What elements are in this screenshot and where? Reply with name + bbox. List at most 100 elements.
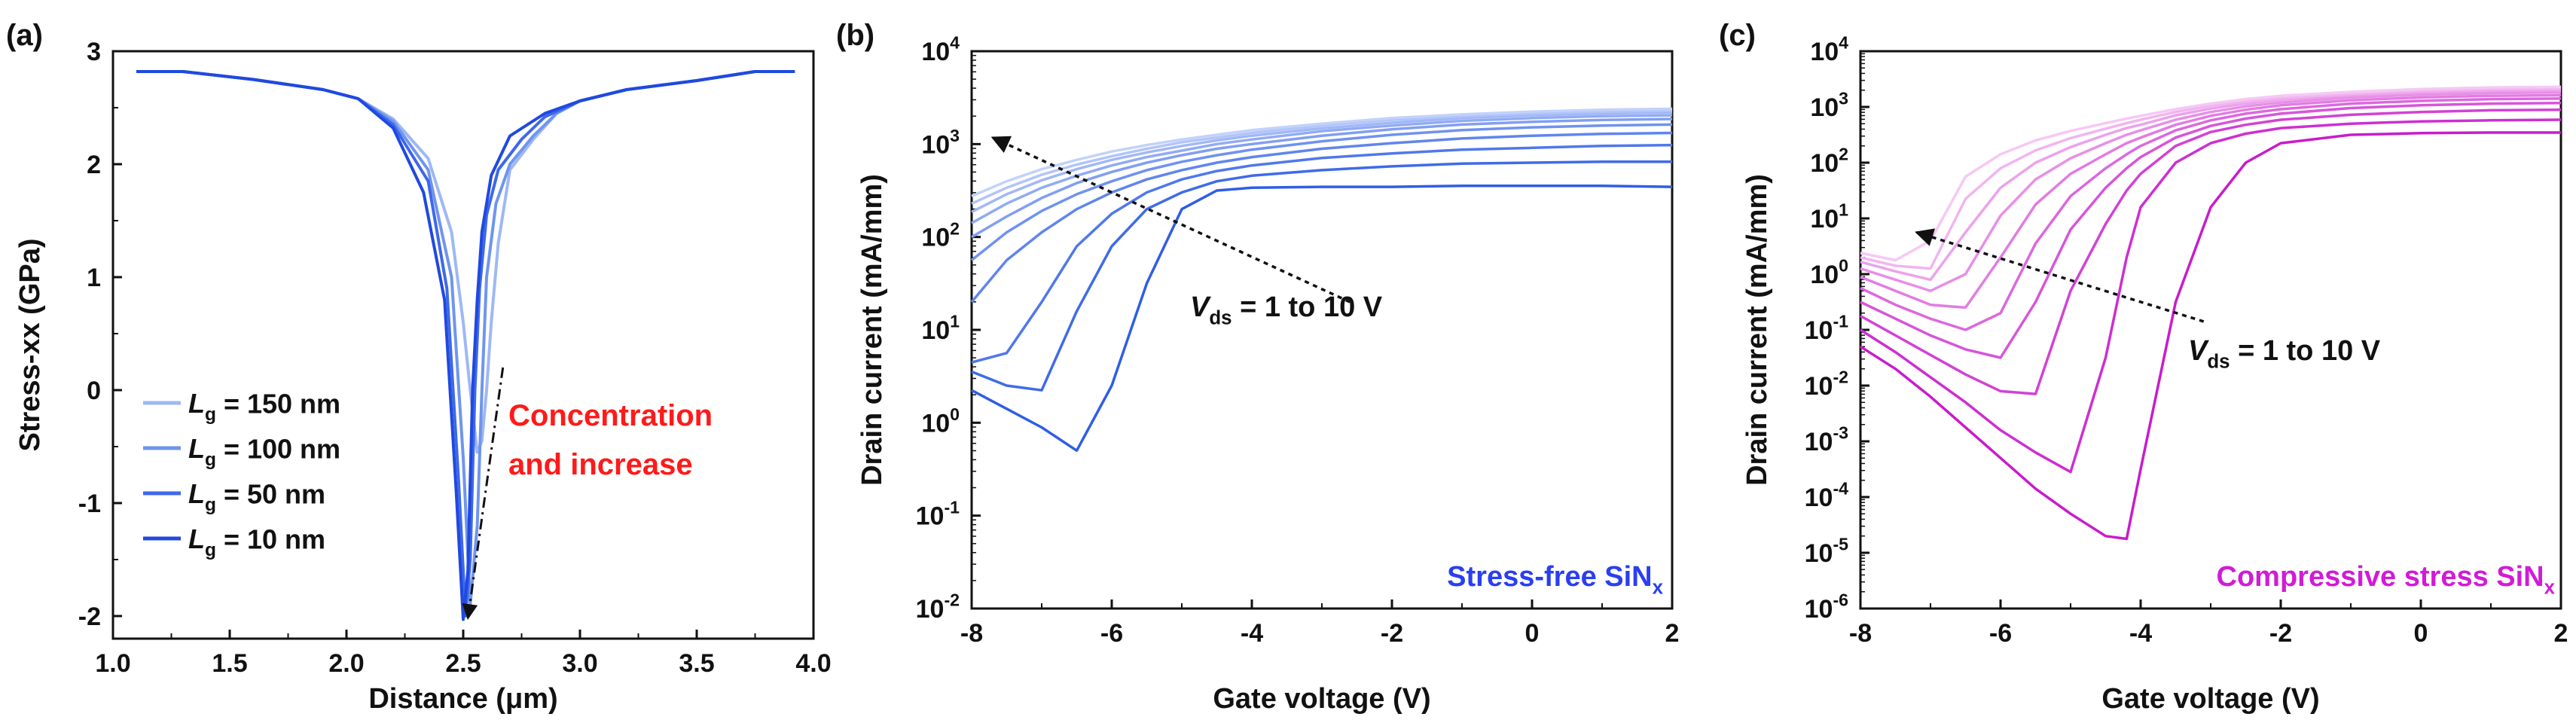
- y-tick-label: -2: [78, 602, 101, 631]
- y-tick-label: 10-2: [916, 590, 960, 624]
- y-tick-label: 103: [921, 126, 960, 159]
- label-segment: g: [205, 450, 216, 470]
- label-segment: 10: [1810, 38, 1839, 66]
- transfer-curve-2: [1860, 118, 2562, 474]
- stress-line-3: [136, 70, 795, 621]
- label-segment: 10: [1805, 372, 1833, 401]
- y-tick-label: 1: [87, 264, 101, 292]
- y-tick-label: 10-4: [1805, 479, 1849, 512]
- label-segment: 10: [921, 316, 950, 345]
- y-tick-label: 101: [921, 312, 960, 345]
- transfer-curve-3: [1860, 108, 2562, 395]
- label-segment: ds: [2207, 352, 2230, 373]
- x-tick-label: 2: [1665, 619, 1680, 648]
- y-tick-label: 10-6: [1805, 590, 1849, 624]
- y-tick-label: 10-1: [916, 497, 960, 530]
- label-segment: -1: [1833, 312, 1848, 331]
- transfer-curve-1: [971, 185, 1673, 453]
- label-segment: V: [2188, 335, 2209, 367]
- annotation-text: Concentration: [508, 399, 713, 432]
- panel-a: 1.0 1.5 2.0 2.5 3.0 3.5 4.0 -2 -1 0 1 2 3 Distance (μ…: [6, 19, 832, 715]
- x-tick-label: 0: [2414, 619, 2428, 648]
- panel-b-title: Stress-free SiNx: [1447, 561, 1663, 599]
- label-segment: L: [188, 388, 205, 419]
- panel-c-title: Compressive stress SiNx: [2217, 561, 2556, 599]
- label-segment: 10: [921, 409, 950, 438]
- x-tick-label: 3.5: [679, 649, 714, 678]
- label-segment: = 50 nm: [216, 479, 325, 510]
- label-segment: -3: [1833, 423, 1848, 443]
- label-segment: L: [188, 478, 205, 509]
- x-tick-label: -6: [1100, 619, 1123, 648]
- label-segment: 4: [1839, 33, 1848, 53]
- label-segment: 10: [921, 130, 950, 159]
- x-axis-label: Distance (μm): [368, 683, 557, 715]
- label-segment: 10: [921, 38, 950, 66]
- y-tick-label: 103: [1810, 89, 1848, 122]
- y-tick-label: -1: [78, 490, 101, 518]
- x-axis-label: Gate voltage (V): [1213, 683, 1430, 715]
- label-segment: = 1 to 10 V: [2230, 335, 2381, 367]
- transfer-curve-2: [971, 160, 1672, 392]
- x-tick-label: 3.0: [562, 649, 597, 678]
- transfer-curve-9: [971, 109, 1673, 205]
- transfer-curve-1: [1860, 131, 2561, 541]
- label-segment: g: [205, 495, 216, 515]
- y-tick-label: 0: [87, 377, 101, 405]
- x-tick-label: -6: [1989, 619, 2012, 648]
- vds-annotation: Vds = 1 to 10 V: [2188, 335, 2381, 373]
- label-segment: -6: [1833, 590, 1848, 610]
- x-tick-label: 0: [1525, 619, 1540, 648]
- label-segment: = 100 nm: [216, 434, 340, 465]
- label-segment: -2: [944, 590, 960, 610]
- transfer-curve-10: [1860, 85, 2562, 262]
- y-tick-label: 10-1: [1805, 312, 1849, 345]
- label-segment: ds: [1209, 308, 1232, 329]
- y-axis-label: Drain current (mA/mm): [856, 174, 888, 486]
- x-tick-label: -8: [1849, 619, 1872, 648]
- label-segment: 2: [950, 218, 960, 238]
- x-tick-label: -4: [2129, 619, 2152, 648]
- label-segment: 10: [1805, 316, 1833, 345]
- legend-entry: Lg = 150 nm: [188, 388, 340, 425]
- label-segment: 10: [921, 224, 950, 252]
- label-segment: = 1 to 10 V: [1232, 291, 1383, 323]
- y-axis-label: Stress-xx (GPa): [14, 238, 46, 451]
- y-tick-label: 102: [1810, 145, 1848, 178]
- label-segment: x: [2544, 578, 2556, 599]
- label-segment: g: [205, 540, 216, 560]
- label-segment: 10: [1805, 595, 1833, 624]
- label-segment: 0: [1839, 256, 1848, 276]
- x-tick-label: 2.5: [445, 649, 481, 678]
- label-segment: x: [1653, 578, 1664, 599]
- y-tick-label: 104: [1810, 33, 1848, 66]
- label-segment: 10: [916, 502, 945, 531]
- label-segment: 0: [950, 404, 960, 424]
- label-segment: = 10 nm: [216, 524, 325, 555]
- transfer-curve-6: [1860, 93, 2562, 310]
- y-tick-label: 10-3: [1805, 423, 1849, 456]
- label-segment: g: [205, 404, 216, 425]
- label-segment: 10: [1810, 149, 1839, 178]
- transfer-curve-8: [971, 111, 1673, 213]
- y-tick-label: 10-5: [1805, 535, 1849, 568]
- label-segment: 10: [1805, 428, 1833, 456]
- transfer-curve-5: [970, 123, 1673, 261]
- transfer-curve-7: [1860, 91, 2562, 292]
- label-segment: L: [188, 523, 205, 554]
- x-tick-label: -4: [1241, 619, 1263, 648]
- panel-label: (c): [1719, 19, 1756, 52]
- label-segment: L: [188, 433, 205, 464]
- label-segment: 10: [1805, 483, 1833, 512]
- transfer-curve-9: [1860, 87, 2562, 270]
- y-tick-label: 102: [921, 218, 960, 252]
- label-segment: = 150 nm: [216, 389, 340, 419]
- y-axis-label: Drain current (mA/mm): [1741, 174, 1773, 486]
- vds-annotation: Vds = 1 to 10 V: [1190, 291, 1383, 329]
- panel-label: (b): [836, 19, 874, 52]
- label-segment: 10: [1810, 93, 1839, 122]
- y-tick-label: 10-2: [1805, 368, 1848, 401]
- transfer-curve-4: [970, 131, 1673, 304]
